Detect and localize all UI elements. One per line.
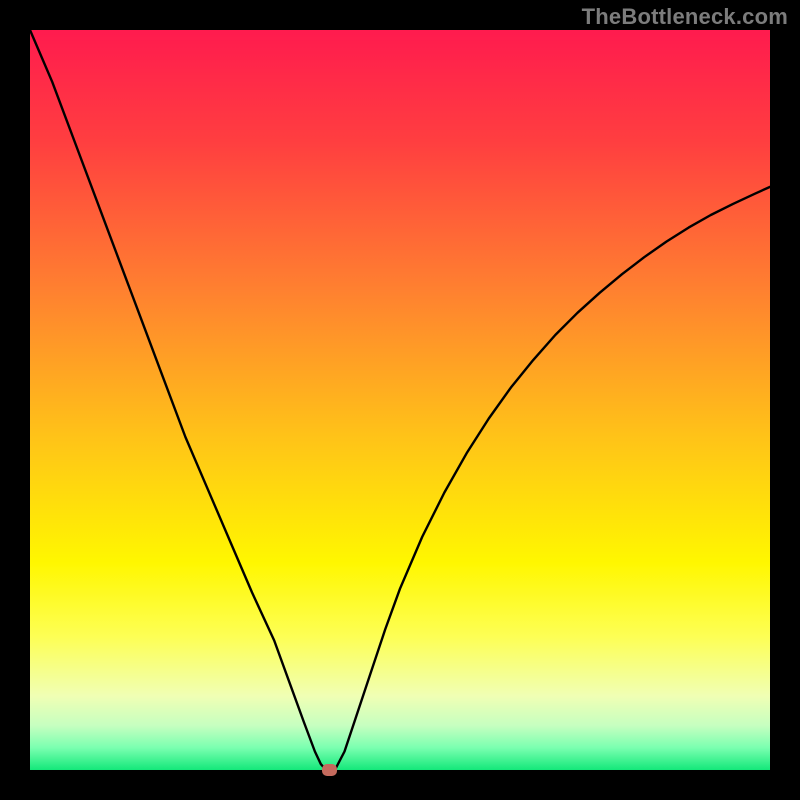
watermark-text: TheBottleneck.com	[582, 4, 788, 30]
chart-container: TheBottleneck.com	[0, 0, 800, 800]
plot-area	[30, 30, 770, 770]
optimum-marker	[322, 764, 337, 776]
